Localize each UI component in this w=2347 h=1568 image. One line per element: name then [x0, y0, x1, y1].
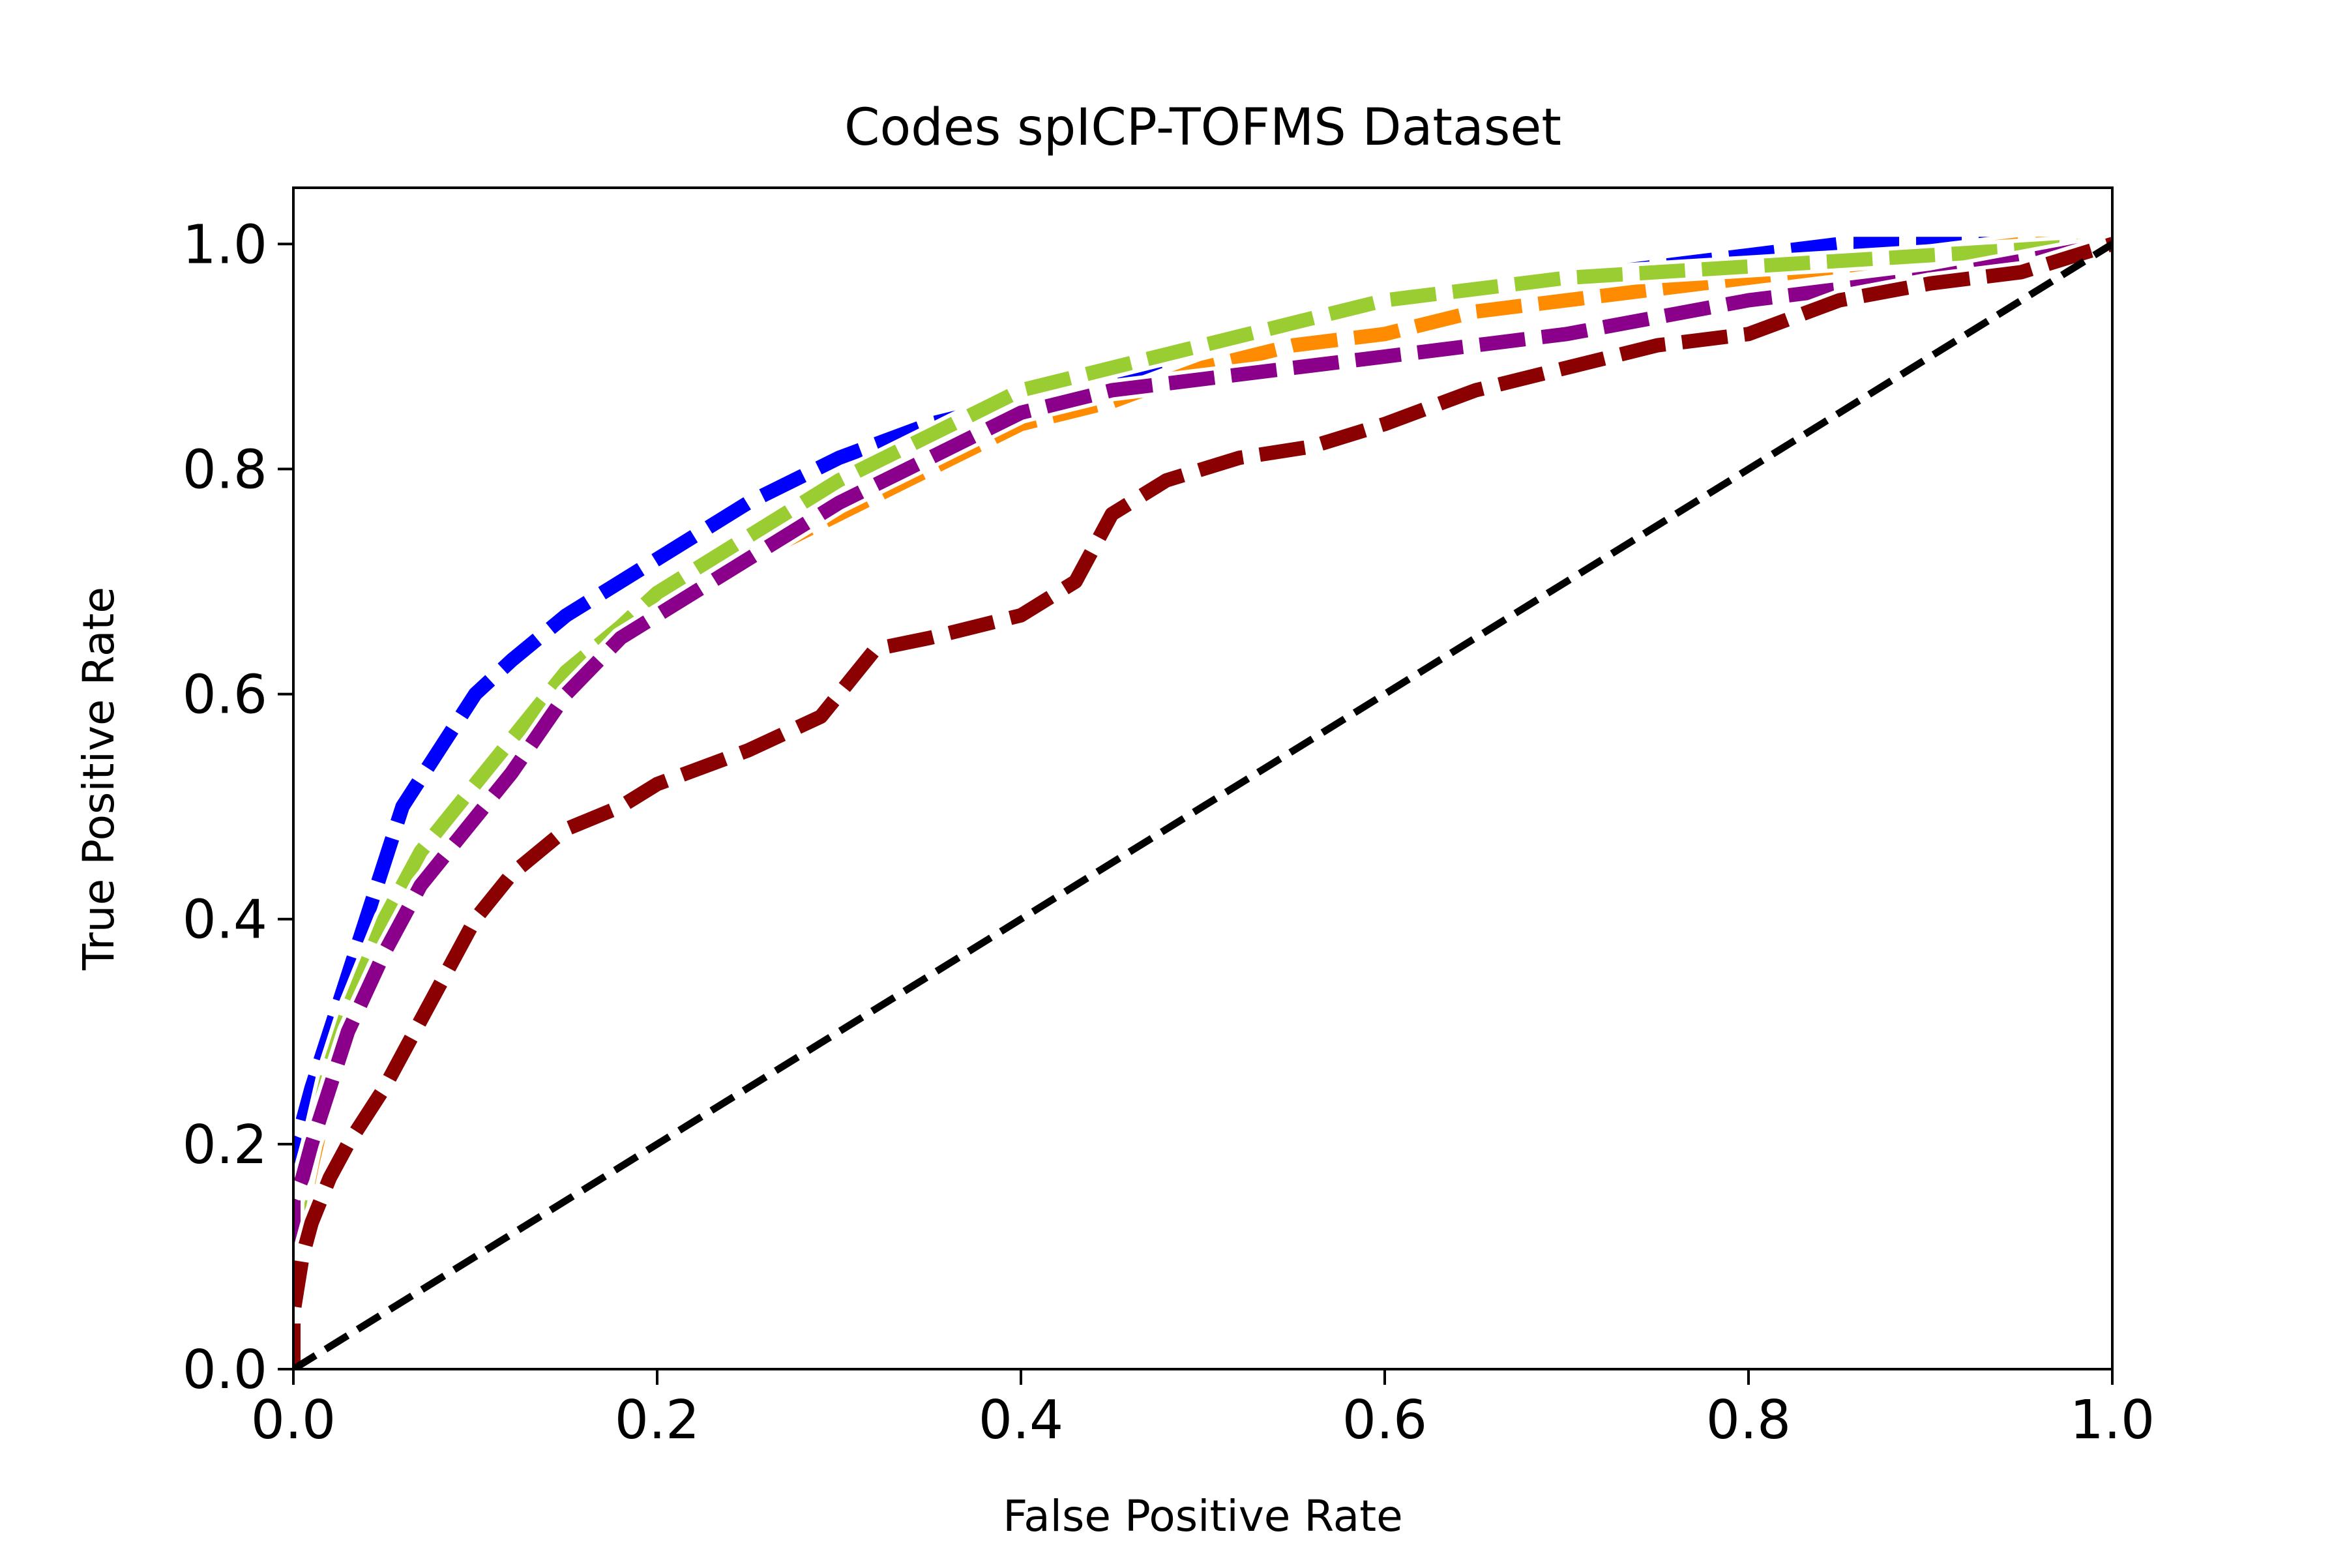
x-axis: 0.0 0.2 0.4 0.6 0.8 1.0	[251, 1369, 2155, 1451]
y-tick-label: 0.8	[183, 439, 267, 501]
roc-curve-series-3	[293, 237, 2112, 1369]
y-tick-label: 0.0	[183, 1339, 267, 1401]
roc-curve-series-4	[293, 237, 2112, 1369]
chart-title: Codes spICP-TOFMS Dataset	[844, 98, 1561, 157]
x-tick-label: 1.0	[2070, 1389, 2155, 1451]
series-layer	[293, 233, 2112, 1369]
x-tick-label: 0.2	[615, 1389, 700, 1451]
y-tick-label: 0.4	[183, 889, 267, 951]
y-tick-label: 1.0	[183, 214, 267, 276]
x-tick-label: 0.4	[979, 1389, 1063, 1451]
y-tick-label: 0.6	[183, 664, 267, 726]
x-tick-label: 0.8	[1706, 1389, 1791, 1451]
roc-curve-series-0	[293, 237, 2112, 1369]
x-tick-label: 0.0	[251, 1389, 336, 1451]
plot-frame	[292, 186, 2114, 1370]
x-axis-label: False Positive Rate	[1003, 1491, 1402, 1541]
y-axis-label: True Positive Rate	[74, 587, 124, 971]
y-axis: 0.0 0.2 0.4 0.6 0.8 1.0	[183, 214, 293, 1401]
y-tick-label: 0.2	[183, 1114, 267, 1176]
chance-diagonal-line	[293, 241, 2112, 1369]
x-tick-label: 0.6	[1342, 1389, 1427, 1451]
